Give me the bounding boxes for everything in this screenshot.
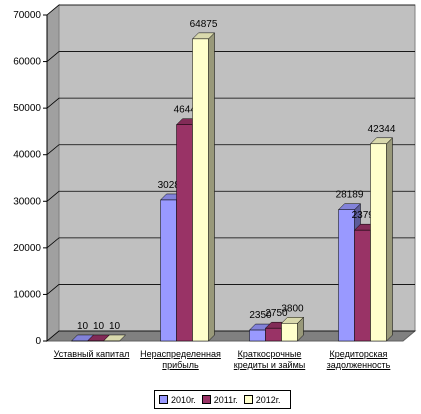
grid-line [46, 190, 415, 202]
grid-line [46, 144, 415, 156]
legend-item: 2011г. [201, 394, 238, 405]
x-tick-label: Нераспределенная прибыль [140, 349, 221, 370]
legend-swatch [201, 395, 211, 404]
x-tick-label: Кредиторская задолженность [326, 349, 391, 370]
bar [192, 38, 209, 342]
legend: 2010г. 2011г. 2012г. [154, 390, 292, 409]
value-label: 64875 [190, 19, 218, 30]
bar-side [386, 137, 393, 342]
bar [160, 199, 177, 342]
y-tick-label: 30000 [13, 196, 41, 207]
legend-label: 2012г. [255, 394, 281, 405]
bar [281, 323, 298, 342]
value-label: 10 [93, 321, 105, 332]
value-label: 10 [77, 321, 89, 332]
grid-line [46, 51, 415, 62]
legend-swatch [243, 395, 253, 404]
legend-item: 2010г. [159, 395, 196, 405]
side-wall [46, 3, 60, 343]
bar [338, 209, 355, 342]
x-tick-label: Уставный капитал [53, 349, 130, 359]
value-label: 46440 [174, 105, 202, 116]
value-label: 42344 [368, 124, 396, 135]
grid-line [46, 237, 415, 249]
legend-label: 2010г. [171, 394, 196, 405]
bar [265, 327, 282, 342]
y-tick-label: 40000 [13, 150, 41, 161]
y-tick-label: 70000 [13, 10, 41, 21]
y-tick-label: 0 [35, 336, 41, 347]
bar [370, 143, 387, 342]
y-tick-label: 20000 [13, 243, 41, 254]
grid-line [46, 4, 415, 16]
y-tick-label: 10000 [13, 289, 41, 300]
x-tick-label: Краткосрочные кредиты и займы [233, 349, 306, 370]
y-tick-label: 50000 [13, 103, 41, 114]
value-label: 23796 [352, 210, 380, 221]
value-label: 2350 [249, 310, 272, 321]
grid-line [46, 97, 415, 109]
bar-side [208, 32, 215, 342]
grid-line [46, 284, 415, 295]
bar [249, 329, 266, 342]
bar [354, 229, 371, 342]
y-tick-label: 60000 [13, 57, 41, 68]
legend-label: 2011г. [213, 394, 238, 405]
value-label: 28189 [336, 190, 364, 201]
bar [176, 124, 193, 342]
legend-swatch [159, 395, 168, 404]
legend-item: 2012г. [243, 394, 281, 405]
value-label: 2750 [265, 308, 288, 319]
value-label: 3800 [281, 303, 304, 314]
value-label: 10 [109, 321, 121, 332]
value-label: 30282 [158, 180, 186, 191]
